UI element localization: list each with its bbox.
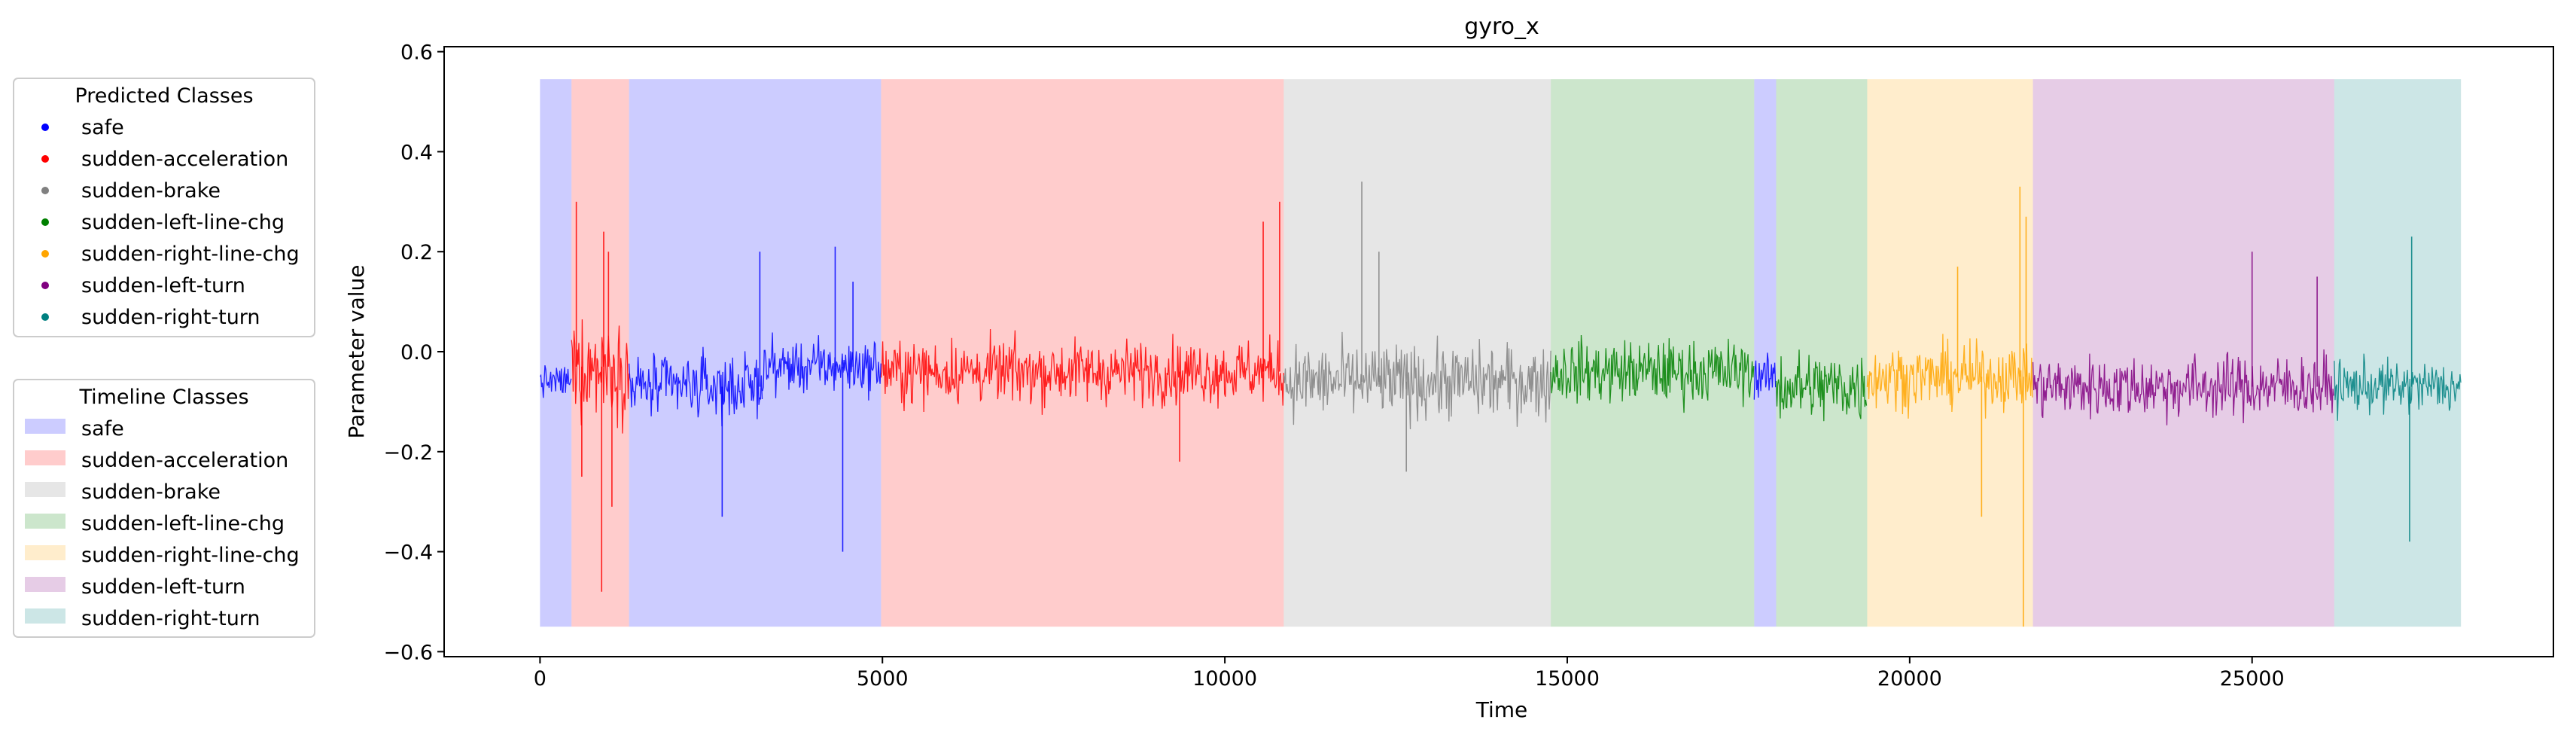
series-line-sudden-right-line-chg <box>1866 334 2033 419</box>
x-tick-label: 10000 <box>1192 667 1257 691</box>
legend-swatch-sudden-left-line-chg <box>25 514 65 529</box>
legend-label-sudden-right-line-chg: sudden-right-line-chg <box>81 242 300 266</box>
legend-label-sudden-brake: sudden-brake <box>81 179 221 203</box>
y-tick-label: −0.4 <box>383 541 433 565</box>
series-line-safe <box>1753 352 1777 400</box>
legend-label-sudden-right-line-chg: sudden-right-line-chg <box>81 544 300 567</box>
x-tick-label: 20000 <box>1877 667 1942 691</box>
legend-label-sudden-left-line-chg: sudden-left-line-chg <box>81 211 285 234</box>
x-axis-label: Time <box>1475 697 1528 722</box>
legend-label-sudden-right-turn: sudden-right-turn <box>81 306 260 329</box>
timeline-band-safe <box>629 79 882 627</box>
plot-area: 0 5000 10000 15000 20000 25000 −0.6 −0.4 −0.2 0.… <box>383 41 2554 691</box>
legend-swatch-safe <box>25 419 65 434</box>
series-line-sudden-acceleration <box>571 319 630 434</box>
signal-series <box>539 319 2462 434</box>
series-line-sudden-left-line-chg <box>1775 349 1868 422</box>
x-axis-ticks: 0 5000 10000 15000 20000 25000 <box>534 657 2285 691</box>
series-line-sudden-left-line-chg <box>1550 334 1755 413</box>
legend-marker-sudden-left-turn <box>41 282 49 289</box>
legend-predicted-title: Predicted Classes <box>75 84 253 108</box>
x-tick-label: 5000 <box>857 667 909 691</box>
legend-marker-sudden-brake <box>41 187 49 194</box>
legend-label-sudden-left-turn: sudden-left-turn <box>81 274 245 297</box>
x-tick-label: 15000 <box>1535 667 1600 691</box>
legend-marker-safe <box>41 124 49 131</box>
timeline-band-sudden-brake <box>1283 79 1551 627</box>
legend-label-safe: safe <box>81 116 124 139</box>
legend-predicted-classes: Predicted Classes safe sudden-acceleratio… <box>13 78 315 337</box>
legend-timeline-frame <box>13 379 315 638</box>
legend-swatch-sudden-brake <box>25 482 65 497</box>
legend-label-sudden-acceleration: sudden-acceleration <box>81 148 288 171</box>
y-tick-label: 0.4 <box>400 141 433 164</box>
timeline-band-safe <box>540 79 572 627</box>
legend-label-sudden-brake: sudden-brake <box>81 480 221 504</box>
legend-swatch-sudden-right-turn <box>25 608 65 624</box>
legend-marker-sudden-left-line-chg <box>41 218 49 226</box>
legend-timeline-title: Timeline Classes <box>78 386 248 409</box>
legend-timeline-classes: Timeline Classes safe sudden-acceleration… <box>13 379 315 638</box>
series-line-sudden-acceleration <box>880 328 1284 415</box>
series-line-sudden-left-turn <box>2032 349 2334 425</box>
legend-label-safe: safe <box>81 417 124 441</box>
timeline-band-sudden-left-turn <box>2032 79 2334 627</box>
legend-swatch-sudden-right-line-chg <box>25 545 65 560</box>
timeline-band-sudden-right-turn <box>2334 79 2462 627</box>
signal-spikes <box>575 181 2413 627</box>
legend-marker-sudden-acceleration <box>41 155 49 163</box>
timeline-band-sudden-acceleration <box>881 79 1284 627</box>
series-line-safe <box>539 364 572 398</box>
y-axis-ticks: −0.6 −0.4 −0.2 0.0 0.2 0.4 0.6 <box>383 41 444 664</box>
legend-swatch-sudden-left-turn <box>25 577 65 592</box>
x-tick-label: 25000 <box>2220 667 2285 691</box>
y-tick-label: 0.2 <box>400 241 433 264</box>
legend-label-sudden-left-turn: sudden-left-turn <box>81 575 245 599</box>
y-tick-label: −0.6 <box>383 641 433 664</box>
timeline-band-sudden-left-line-chg <box>1551 79 1755 627</box>
legend-marker-sudden-right-turn <box>41 313 49 321</box>
legend-label-sudden-right-turn: sudden-right-turn <box>81 607 260 630</box>
y-tick-label: 0.6 <box>400 41 433 65</box>
timeline-bands <box>540 79 2462 627</box>
chart-title: gyro_x <box>1464 14 1539 40</box>
legend-timeline-items: safe sudden-acceleration sudden-brake sudde… <box>25 417 300 630</box>
x-tick-label: 0 <box>534 667 547 691</box>
timeline-band-sudden-right-line-chg <box>1867 79 2033 627</box>
timeline-band-safe <box>1754 79 1777 627</box>
legend-swatch-sudden-acceleration <box>25 450 65 465</box>
timeline-band-sudden-acceleration <box>571 79 629 627</box>
legend-label-sudden-left-line-chg: sudden-left-line-chg <box>81 512 285 535</box>
series-line-sudden-brake <box>1283 331 1551 430</box>
series-line-safe <box>762 332 882 401</box>
y-tick-label: −0.2 <box>383 441 433 465</box>
y-tick-label: 0.0 <box>400 341 433 364</box>
y-axis-label: Parameter value <box>344 264 369 438</box>
series-line-sudden-right-turn <box>2334 353 2462 421</box>
legend-predicted-items: safe sudden-acceleration sudden-brake sudde… <box>41 116 300 329</box>
legend-marker-sudden-right-line-chg <box>41 250 49 258</box>
legend-label-sudden-acceleration: sudden-acceleration <box>81 449 288 472</box>
legend-predicted-frame <box>13 78 315 337</box>
timeline-band-sudden-left-line-chg <box>1776 79 1868 627</box>
series-line-safe <box>628 346 763 427</box>
